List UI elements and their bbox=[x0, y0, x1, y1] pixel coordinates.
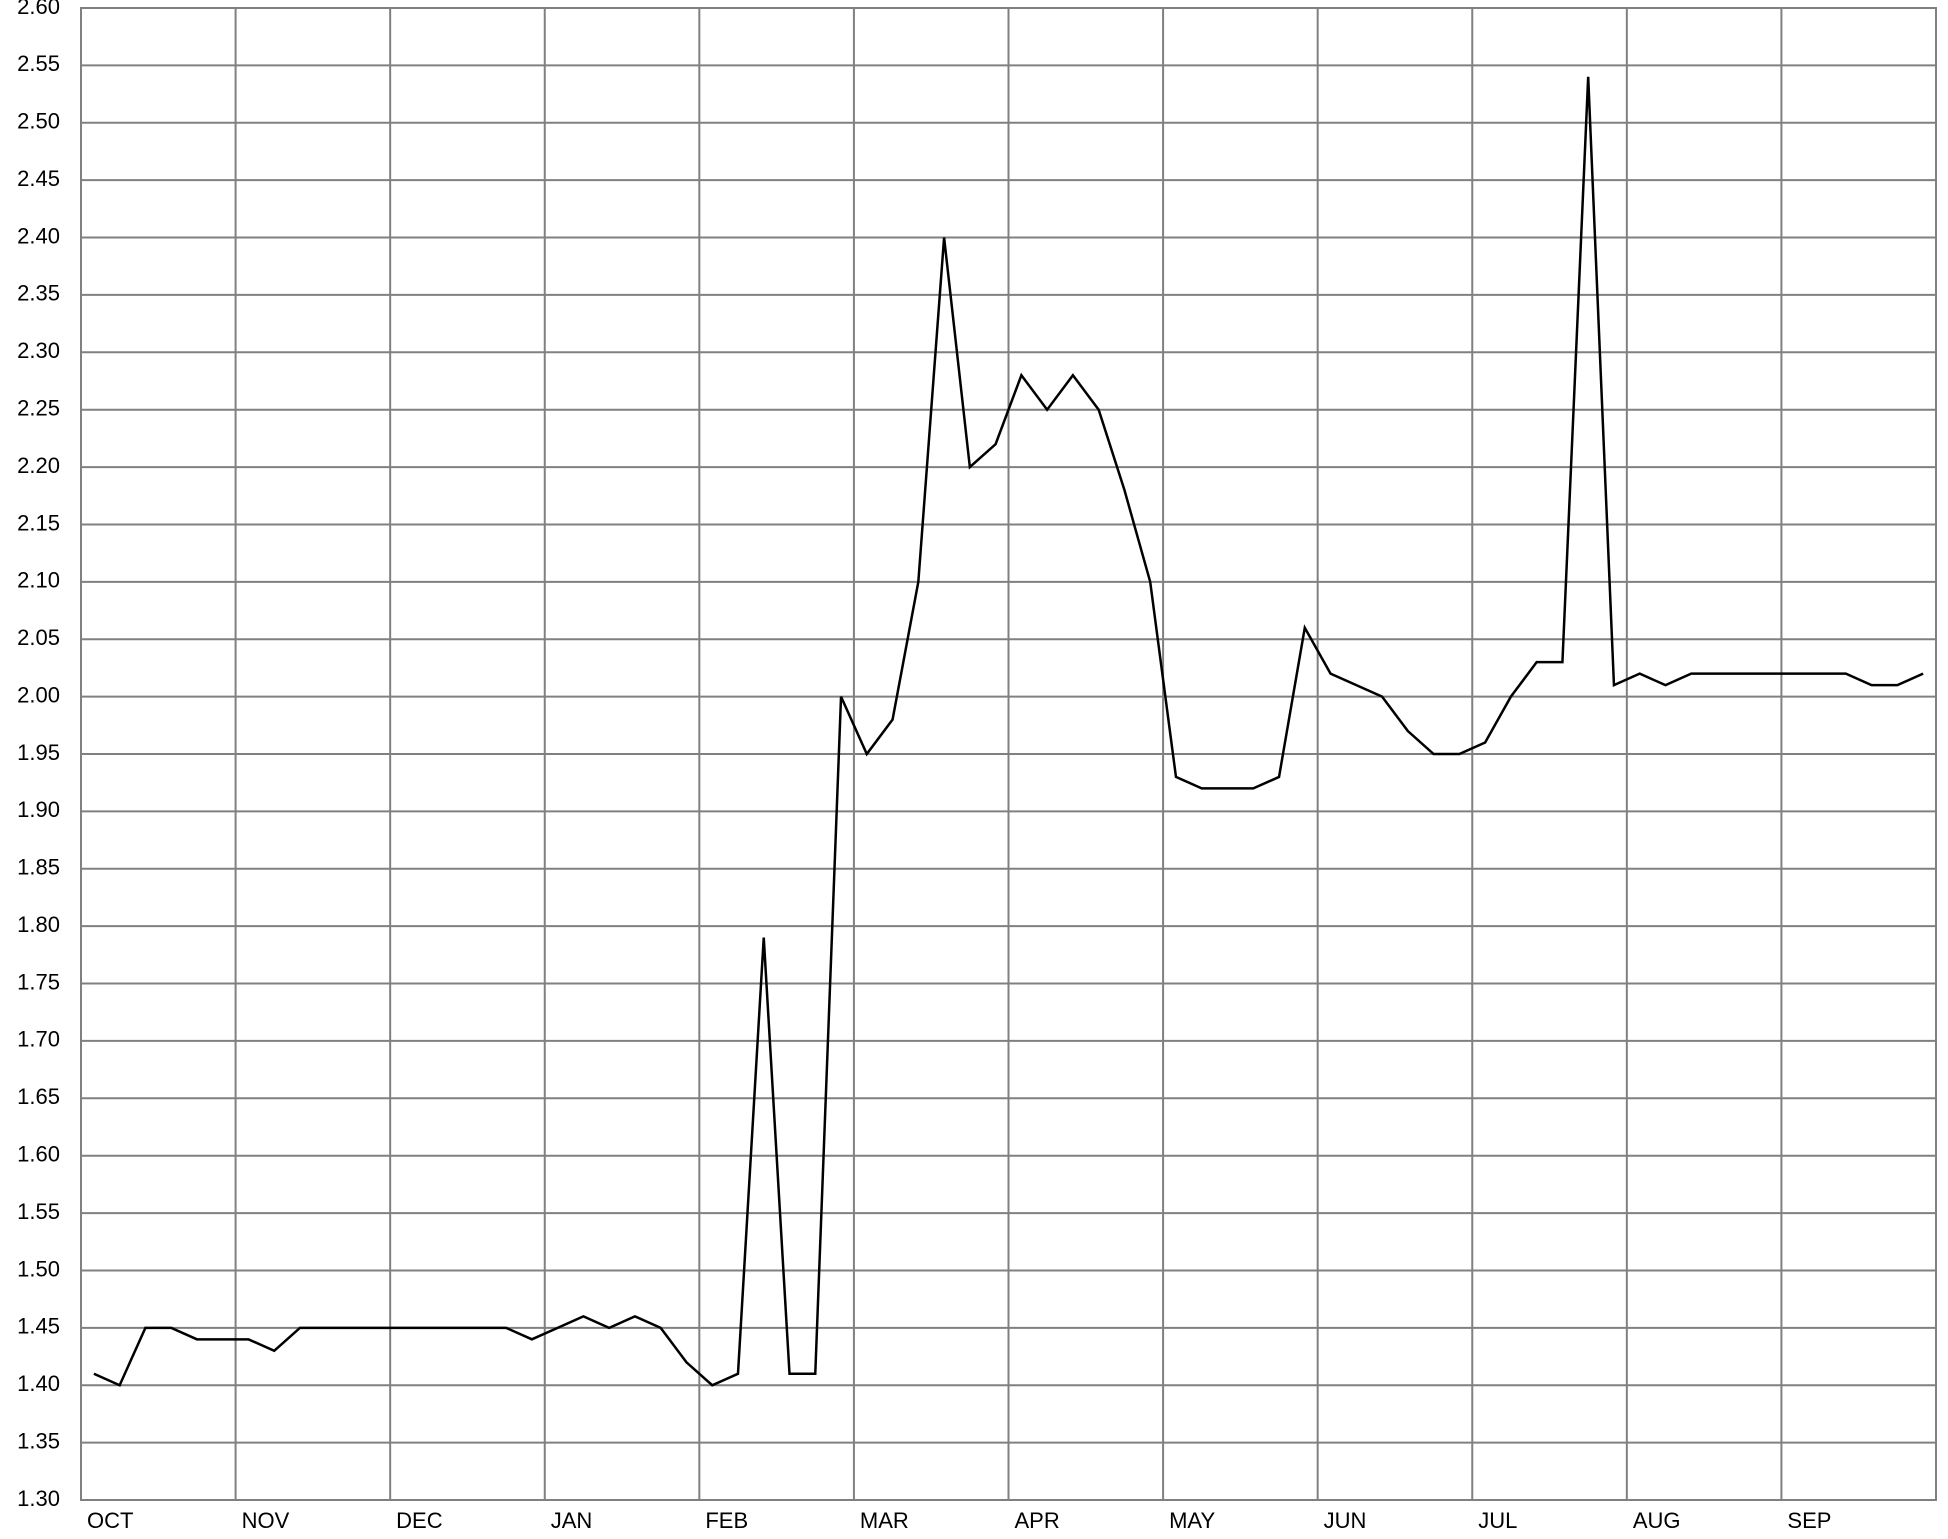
y-tick-label: 1.55 bbox=[17, 1199, 60, 1224]
x-tick-label: FEB bbox=[705, 1508, 748, 1533]
x-tick-label: OCT bbox=[87, 1508, 133, 1533]
y-tick-label: 1.65 bbox=[17, 1084, 60, 1109]
y-tick-label: 2.55 bbox=[17, 51, 60, 76]
y-tick-label: 2.00 bbox=[17, 682, 60, 707]
y-tick-label: 2.40 bbox=[17, 223, 60, 248]
y-tick-label: 1.30 bbox=[17, 1486, 60, 1511]
y-tick-label: 1.80 bbox=[17, 912, 60, 937]
y-tick-label: 1.45 bbox=[17, 1314, 60, 1339]
x-tick-label: AUG bbox=[1633, 1508, 1681, 1533]
plot-frame bbox=[80, 7, 1937, 1501]
y-tick-label: 1.90 bbox=[17, 797, 60, 822]
y-tick-label: 2.35 bbox=[17, 281, 60, 306]
y-tick-label: 1.85 bbox=[17, 855, 60, 880]
x-tick-label: JUL bbox=[1478, 1508, 1517, 1533]
y-tick-label: 1.70 bbox=[17, 1027, 60, 1052]
y-tick-label: 2.50 bbox=[17, 109, 60, 134]
y-tick-label: 2.30 bbox=[17, 338, 60, 363]
y-tick-label: 2.60 bbox=[17, 0, 60, 19]
y-tick-label: 1.35 bbox=[17, 1428, 60, 1453]
y-tick-label: 2.25 bbox=[17, 396, 60, 421]
y-tick-label: 2.15 bbox=[17, 510, 60, 535]
y-tick-label: 2.10 bbox=[17, 568, 60, 593]
x-tick-label: NOV bbox=[242, 1508, 290, 1533]
y-tick-label: 2.45 bbox=[17, 166, 60, 191]
x-tick-label: MAY bbox=[1169, 1508, 1215, 1533]
x-tick-label: JUN bbox=[1324, 1508, 1367, 1533]
y-tick-label: 1.75 bbox=[17, 969, 60, 994]
y-tick-label: 1.95 bbox=[17, 740, 60, 765]
x-tick-label: DEC bbox=[396, 1508, 443, 1533]
x-tick-label: APR bbox=[1015, 1508, 1060, 1533]
y-tick-label: 1.50 bbox=[17, 1256, 60, 1281]
x-tick-label: JAN bbox=[551, 1508, 593, 1533]
x-tick-label: SEP bbox=[1787, 1508, 1831, 1533]
x-tick-label: MAR bbox=[860, 1508, 909, 1533]
data-line bbox=[93, 76, 1924, 1387]
y-tick-label: 1.40 bbox=[17, 1371, 60, 1396]
y-tick-label: 2.05 bbox=[17, 625, 60, 650]
y-tick-label: 1.60 bbox=[17, 1142, 60, 1167]
y-tick-label: 2.20 bbox=[17, 453, 60, 478]
